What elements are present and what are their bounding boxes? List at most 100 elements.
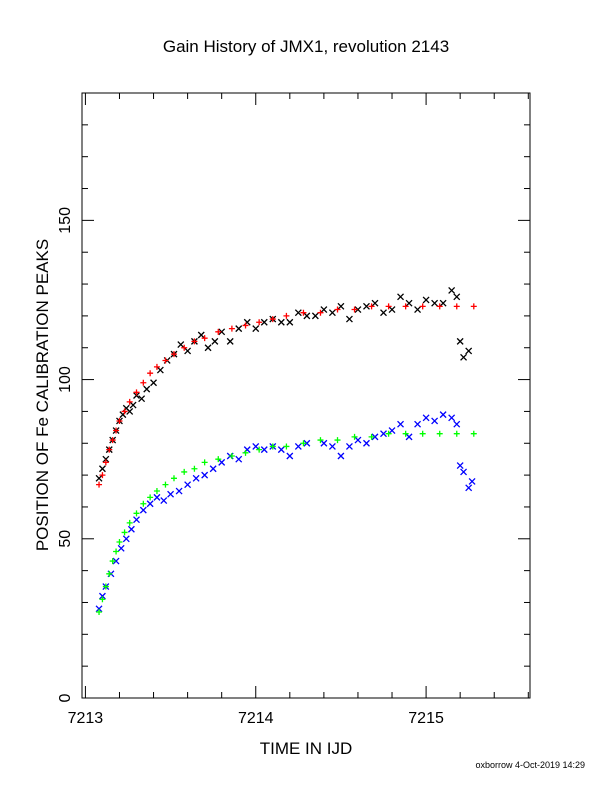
data-point	[419, 430, 426, 437]
data-point	[150, 379, 158, 387]
data-point	[277, 446, 285, 454]
data-point	[317, 437, 324, 444]
data-point	[456, 337, 464, 345]
x-tick-label: 7213	[68, 710, 104, 727]
data-point	[439, 411, 447, 419]
data-point	[133, 516, 140, 524]
data-point	[126, 407, 134, 415]
data-point	[402, 303, 409, 310]
data-point	[162, 481, 169, 488]
data-point	[277, 318, 285, 326]
data-point	[102, 455, 110, 463]
data-point	[453, 303, 460, 310]
data-point	[453, 293, 461, 301]
data-point	[456, 462, 464, 470]
data-point	[139, 506, 147, 514]
data-point	[402, 430, 409, 437]
data-point	[218, 458, 226, 466]
data-point	[170, 475, 177, 482]
data-point	[99, 596, 106, 603]
data-point	[116, 538, 123, 545]
data-point	[414, 420, 422, 428]
data-point	[256, 319, 263, 326]
y-tick-label: 150	[57, 207, 74, 234]
data-point	[363, 439, 370, 447]
data-point	[397, 420, 404, 428]
data-point	[147, 370, 154, 377]
data-point	[422, 414, 430, 422]
x-tick-label: 7214	[238, 710, 274, 727]
data-point	[328, 309, 336, 317]
data-point	[453, 430, 460, 437]
data-point	[181, 344, 188, 351]
data-point	[95, 605, 103, 613]
data-point	[184, 347, 192, 355]
data-point	[465, 484, 473, 492]
data-point	[153, 363, 160, 370]
data-point	[226, 337, 234, 345]
data-point	[337, 302, 345, 310]
data-point	[218, 328, 226, 336]
data-point	[256, 446, 263, 453]
data-point	[140, 500, 147, 507]
data-point	[235, 325, 243, 333]
data-point	[294, 442, 302, 450]
data-point	[431, 417, 439, 425]
data-point	[127, 525, 135, 533]
data-point	[211, 337, 219, 345]
data-point	[283, 312, 290, 319]
series-2	[96, 303, 477, 488]
data-point	[96, 481, 103, 488]
data-point	[320, 306, 328, 313]
data-point	[116, 417, 123, 424]
data-point	[98, 465, 106, 473]
data-point	[380, 309, 387, 317]
data-point	[470, 430, 477, 437]
data-point	[351, 306, 358, 313]
y-tick-label: 100	[57, 366, 74, 393]
data-point	[106, 446, 113, 453]
data-point	[121, 529, 128, 536]
data-point	[133, 510, 140, 517]
data-point	[191, 338, 198, 345]
data-point	[269, 443, 276, 450]
data-point	[147, 494, 154, 501]
data-point	[146, 500, 154, 508]
data-point	[269, 316, 276, 323]
data-point	[397, 293, 404, 301]
plot-frame	[81, 92, 531, 699]
data-point	[167, 490, 175, 498]
data-point	[328, 442, 336, 450]
data-point	[96, 609, 103, 616]
data-point	[242, 449, 249, 456]
data-point	[113, 427, 120, 434]
data-point	[334, 437, 341, 444]
data-point	[439, 299, 447, 307]
data-point	[294, 309, 302, 317]
data-point	[419, 303, 426, 310]
data-point	[385, 430, 392, 437]
data-point	[126, 519, 133, 526]
data-point	[260, 318, 268, 326]
data-point	[448, 286, 456, 294]
data-point	[133, 392, 140, 399]
data-point	[143, 385, 151, 393]
data-point	[460, 353, 468, 361]
data-point	[140, 379, 147, 386]
data-point	[160, 497, 168, 505]
data-point	[320, 439, 328, 447]
data-point	[468, 478, 476, 485]
data-point	[112, 557, 120, 565]
data-point	[303, 312, 311, 320]
data-point	[317, 309, 324, 316]
data-point	[109, 437, 116, 444]
x-tick-label: 7215	[408, 710, 444, 727]
data-point	[303, 439, 311, 447]
data-point	[414, 306, 422, 313]
data-point	[465, 347, 473, 355]
data-point	[228, 453, 235, 459]
data-point	[242, 322, 249, 329]
data-point	[371, 299, 379, 307]
data-point	[153, 493, 161, 501]
